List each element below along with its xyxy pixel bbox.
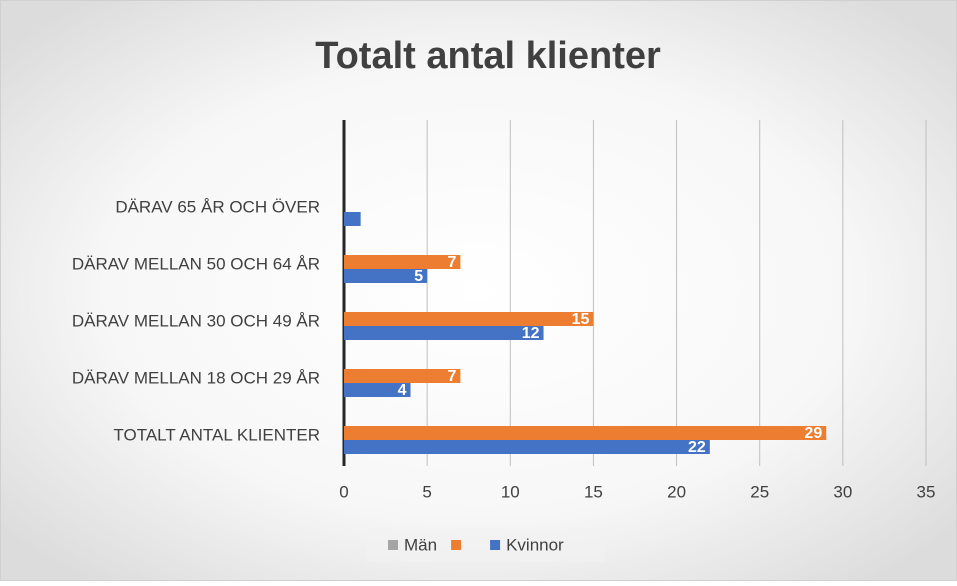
y-tick-label: TOTALT ANTAL KLIENTER bbox=[113, 425, 320, 444]
x-tick-label: 25 bbox=[750, 482, 769, 501]
data-label: 5 bbox=[414, 268, 423, 285]
bar bbox=[344, 255, 461, 269]
y-tick-label: DÄRAV MELLAN 18 OCH 29 ÅR bbox=[72, 368, 320, 387]
legend-label: Kvinnor bbox=[506, 535, 564, 554]
y-tick-label: DÄRAV MELLAN 50 OCH 64 ÅR bbox=[72, 254, 320, 273]
x-tick-label: 5 bbox=[422, 482, 431, 501]
data-label: 4 bbox=[398, 382, 407, 399]
bar bbox=[344, 426, 827, 440]
bar bbox=[344, 212, 361, 226]
data-label: 7 bbox=[447, 254, 456, 271]
legend-box bbox=[367, 528, 605, 562]
y-tick-label: DÄRAV MELLAN 30 OCH 49 ÅR bbox=[72, 311, 320, 330]
legend-swatch bbox=[490, 540, 501, 550]
x-tick-label: 0 bbox=[339, 482, 348, 501]
data-label: 15 bbox=[572, 311, 590, 328]
bar bbox=[344, 369, 461, 383]
legend-label: Män bbox=[404, 535, 437, 554]
x-tick-label: 20 bbox=[667, 482, 686, 501]
data-label: 22 bbox=[688, 439, 706, 456]
legend-swatch bbox=[451, 540, 462, 550]
chart-title: Totalt antal klienter bbox=[315, 35, 661, 77]
y-tick-label: DÄRAV 65 ÅR OCH ÖVER bbox=[115, 197, 320, 216]
x-tick-label: 30 bbox=[833, 482, 852, 501]
bar bbox=[344, 326, 544, 340]
x-tick-label: 15 bbox=[584, 482, 603, 501]
legend-swatch bbox=[388, 540, 398, 550]
bar bbox=[344, 383, 411, 397]
x-tick-label: 10 bbox=[501, 482, 520, 501]
data-label: 7 bbox=[447, 368, 456, 385]
bar bbox=[344, 440, 710, 454]
data-label: 29 bbox=[804, 425, 822, 442]
bar bbox=[344, 312, 594, 326]
data-label: 12 bbox=[522, 325, 540, 342]
bar bbox=[344, 269, 428, 283]
x-tick-label: 35 bbox=[917, 482, 936, 501]
